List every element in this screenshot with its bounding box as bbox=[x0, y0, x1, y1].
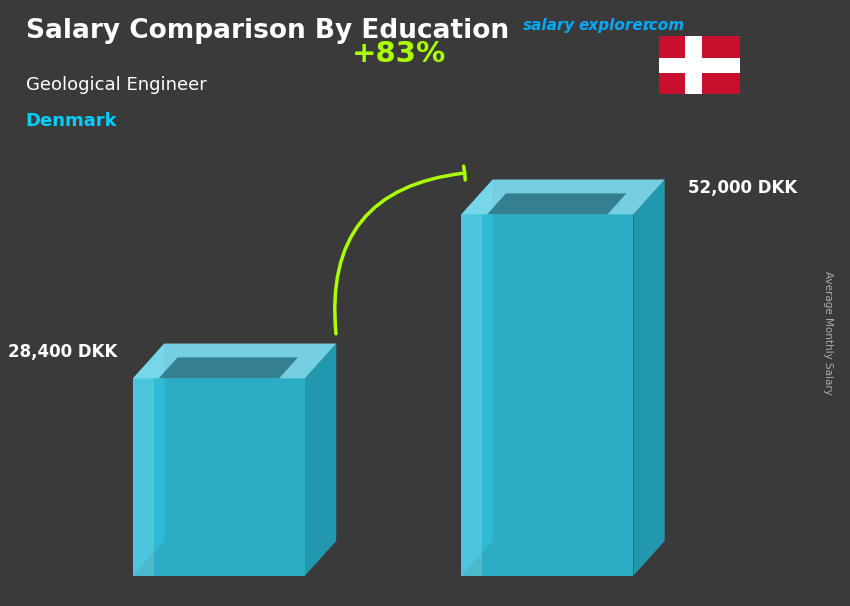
Polygon shape bbox=[462, 215, 482, 576]
Text: Geological Engineer: Geological Engineer bbox=[26, 76, 207, 94]
Polygon shape bbox=[462, 179, 665, 215]
Polygon shape bbox=[133, 344, 164, 576]
Polygon shape bbox=[133, 344, 337, 378]
Polygon shape bbox=[133, 378, 305, 576]
Polygon shape bbox=[659, 58, 740, 73]
Polygon shape bbox=[684, 36, 702, 94]
Text: 52,000 DKK: 52,000 DKK bbox=[688, 179, 797, 197]
Text: 28,400 DKK: 28,400 DKK bbox=[8, 343, 117, 361]
Text: Average Monthly Salary: Average Monthly Salary bbox=[823, 271, 833, 395]
Polygon shape bbox=[305, 344, 337, 576]
Polygon shape bbox=[159, 358, 298, 378]
Text: +83%: +83% bbox=[352, 41, 446, 68]
Polygon shape bbox=[462, 215, 633, 576]
Text: salary: salary bbox=[523, 18, 575, 33]
Polygon shape bbox=[633, 179, 665, 576]
Polygon shape bbox=[133, 378, 154, 576]
Text: Salary Comparison By Education: Salary Comparison By Education bbox=[26, 18, 508, 44]
Text: Denmark: Denmark bbox=[26, 112, 117, 130]
Polygon shape bbox=[659, 36, 740, 94]
Polygon shape bbox=[487, 193, 626, 215]
Text: .com: .com bbox=[643, 18, 684, 33]
Polygon shape bbox=[462, 179, 493, 576]
Text: explorer: explorer bbox=[578, 18, 650, 33]
